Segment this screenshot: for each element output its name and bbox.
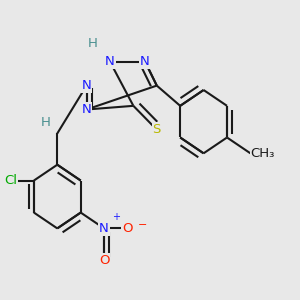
Text: H: H (41, 116, 50, 129)
Text: N: N (140, 55, 150, 68)
Text: N: N (99, 222, 109, 235)
Text: H: H (88, 37, 97, 50)
Text: N: N (105, 55, 115, 68)
Text: O: O (122, 222, 133, 235)
Text: CH₃: CH₃ (250, 147, 275, 160)
Text: Cl: Cl (4, 174, 17, 187)
Text: S: S (153, 123, 161, 136)
Text: +: + (112, 212, 120, 222)
Text: O: O (99, 254, 110, 267)
Text: N: N (82, 79, 92, 92)
Text: N: N (82, 103, 92, 116)
Text: −: − (137, 220, 147, 230)
